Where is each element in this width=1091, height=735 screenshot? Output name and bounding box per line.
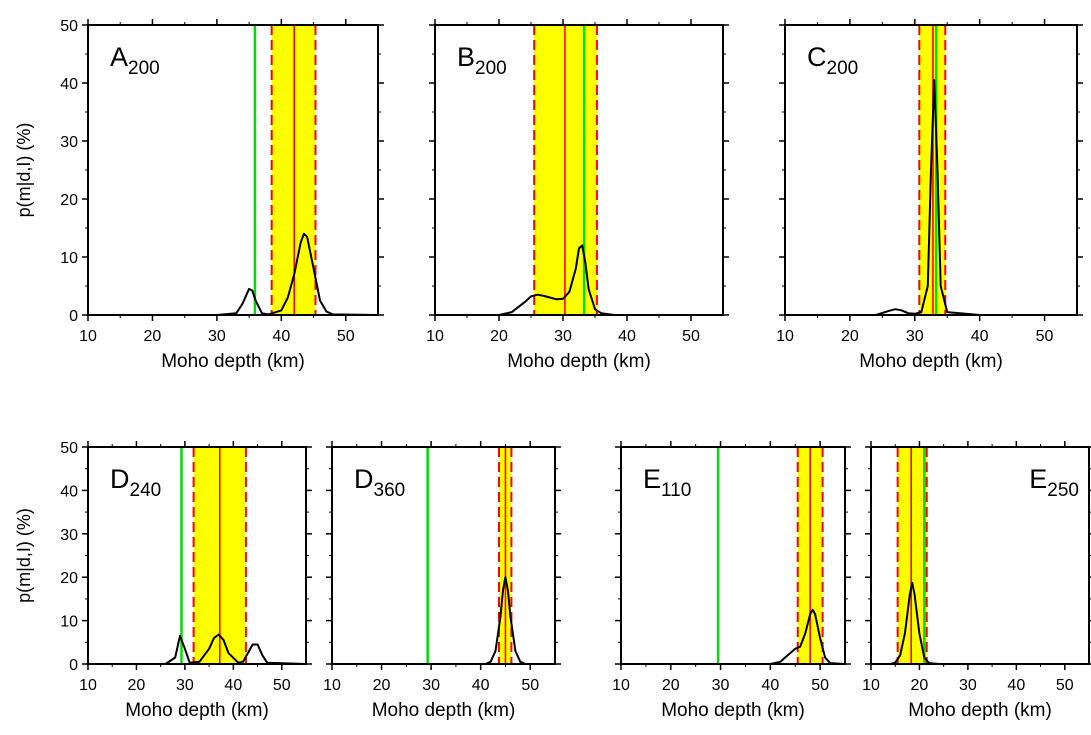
x-axis-label: Moho depth (km) xyxy=(859,351,1003,372)
probability-curve xyxy=(88,633,307,665)
x-tick-label: 10 xyxy=(79,328,97,345)
x-tick-label: 50 xyxy=(337,328,355,345)
x-tick-label: 50 xyxy=(1056,677,1074,694)
panel-label: C200 xyxy=(807,42,858,79)
x-tick-label: 10 xyxy=(612,677,630,694)
x-tick-label: 30 xyxy=(906,328,924,345)
panel-label: A200 xyxy=(110,42,160,79)
panel-subscript: 200 xyxy=(827,58,859,79)
panel-subscript: 110 xyxy=(661,480,691,501)
y-tick-label: 10 xyxy=(60,250,78,267)
y-tick-label: 0 xyxy=(69,657,78,674)
y-tick-label: 30 xyxy=(60,134,78,151)
x-tick-label: 40 xyxy=(472,677,490,694)
x-tick-label: 10 xyxy=(776,328,794,345)
panel-label: E250 xyxy=(1029,464,1079,501)
panel-letter: B xyxy=(457,42,475,72)
y-tick-label: 0 xyxy=(69,308,78,325)
panel-label: E110 xyxy=(643,464,691,501)
y-tick-label: 20 xyxy=(60,570,78,587)
x-tick-label: 20 xyxy=(841,328,859,345)
x-tick-label: 10 xyxy=(426,328,444,345)
y-tick-label: 30 xyxy=(60,527,78,544)
probability-curve xyxy=(621,608,846,665)
x-tick-label: 10 xyxy=(323,677,341,694)
panel-subscript: 200 xyxy=(128,58,160,79)
x-tick-label: 20 xyxy=(490,328,508,345)
x-tick-label: 40 xyxy=(971,328,989,345)
panel-d360: 10 20 30 40 50 Moho depth (km) D360 xyxy=(323,441,561,721)
panel-subscript: 250 xyxy=(1047,480,1079,501)
panel-letter: D xyxy=(110,464,130,494)
y-tick-label: 50 xyxy=(60,440,78,457)
panel-letter: A xyxy=(110,42,128,72)
y-tick-label: 40 xyxy=(60,483,78,500)
panel-subscript: 360 xyxy=(374,480,406,501)
x-tick-label: 30 xyxy=(422,677,440,694)
y-tick-label: 10 xyxy=(60,614,78,631)
x-tick-label: 20 xyxy=(128,677,146,694)
panel-subscript: 200 xyxy=(475,58,507,79)
panel-letter: E xyxy=(1029,464,1047,494)
x-tick-label: 20 xyxy=(662,677,680,694)
probability-curve xyxy=(332,576,555,665)
x-axis-label: Moho depth (km) xyxy=(125,700,269,721)
x-tick-label: 30 xyxy=(712,677,730,694)
probability-curve xyxy=(88,232,379,316)
x-tick-label: 50 xyxy=(811,677,829,694)
y-tick-label: 40 xyxy=(60,76,78,93)
x-tick-label: 40 xyxy=(618,328,636,345)
panel-letter: E xyxy=(643,464,661,494)
panel-subscript: 240 xyxy=(130,480,162,501)
confidence-band xyxy=(897,447,927,664)
x-tick-label: 30 xyxy=(208,328,226,345)
panel-b200: 10 20 30 40 50 Moho depth (km) B200 xyxy=(426,19,729,372)
panel-letter: D xyxy=(354,464,374,494)
x-tick-label: 40 xyxy=(272,328,290,345)
panel-label: D240 xyxy=(110,464,161,501)
x-axis-label: Moho depth (km) xyxy=(908,700,1052,721)
y-axis-label: p(m|d,I) (%) xyxy=(14,123,34,218)
x-tick-label: 30 xyxy=(554,328,572,345)
x-tick-label: 20 xyxy=(144,328,162,345)
x-tick-label: 30 xyxy=(176,677,194,694)
x-axis-label: Moho depth (km) xyxy=(372,700,516,721)
panel-label: B200 xyxy=(457,42,507,79)
panel-letter: C xyxy=(807,42,827,72)
y-tick-label: 20 xyxy=(60,192,78,209)
probability-curve xyxy=(435,244,723,316)
x-tick-label: 20 xyxy=(373,677,391,694)
y-tick-label: 50 xyxy=(60,18,78,35)
x-tick-label: 40 xyxy=(761,677,779,694)
probability-curve xyxy=(785,79,1077,316)
x-axis-label: Moho depth (km) xyxy=(507,351,651,372)
x-tick-label: 10 xyxy=(79,677,97,694)
x-tick-label: 20 xyxy=(911,677,929,694)
panel-e110: 10 20 30 40 50 Moho depth (km) E110 xyxy=(612,441,851,721)
x-tick-label: 10 xyxy=(862,677,880,694)
x-tick-label: 50 xyxy=(682,328,700,345)
panel-c200: 10 20 30 40 50 Moho depth (km) C200 xyxy=(776,19,1083,372)
x-tick-label: 50 xyxy=(521,677,539,694)
x-tick-label: 40 xyxy=(1007,677,1025,694)
x-tick-label: 50 xyxy=(273,677,291,694)
x-tick-label: 40 xyxy=(224,677,242,694)
x-axis-label: Moho depth (km) xyxy=(161,351,305,372)
panel-label: D360 xyxy=(354,464,405,501)
x-axis-label: Moho depth (km) xyxy=(661,700,805,721)
x-tick-label: 50 xyxy=(1036,328,1054,345)
y-axis-label: p(m|d,I) (%) xyxy=(14,508,34,603)
x-tick-label: 30 xyxy=(959,677,977,694)
